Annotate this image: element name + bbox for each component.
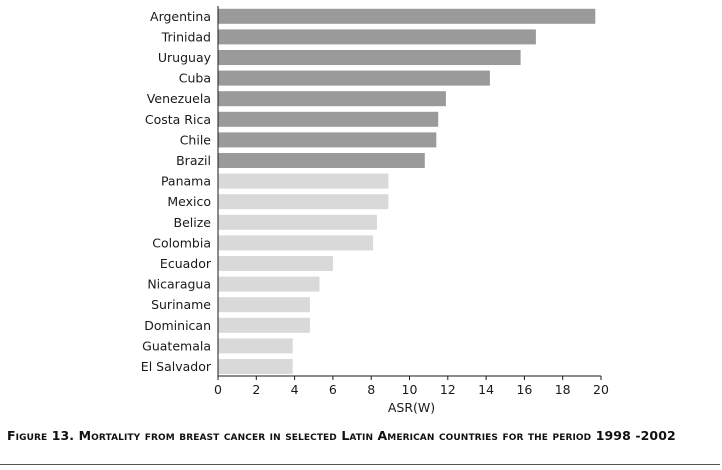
category-label-costa-rica: Costa Rica — [145, 112, 211, 127]
x-tick-label-14: 14 — [478, 382, 494, 397]
bar-mexico — [218, 194, 389, 210]
bar-suriname — [218, 297, 310, 313]
category-label-argentina: Argentina — [150, 9, 211, 24]
x-tick-label-20: 20 — [593, 382, 609, 397]
category-label-belize: Belize — [174, 215, 212, 230]
category-label-venezuela: Venezuela — [147, 91, 211, 106]
x-tick-label-2: 2 — [252, 382, 260, 397]
bar-colombia — [218, 235, 374, 251]
bar-argentina — [218, 8, 596, 24]
bar-guatemala — [218, 338, 293, 354]
x-tick-label-18: 18 — [555, 382, 571, 397]
x-tick-label-0: 0 — [214, 382, 222, 397]
figure-caption: Figure 13. Mortality from breast cancer … — [7, 428, 676, 443]
category-label-ecuador: Ecuador — [160, 256, 212, 271]
category-label-el-salvador: El Salvador — [141, 359, 212, 374]
bar-trinidad — [218, 29, 536, 45]
category-label-colombia: Colombia — [152, 235, 211, 250]
bar-chart: Argentina Trinidad Uruguay Cuba Venezuela Cos… — [141, 6, 609, 415]
x-tick-label-16: 16 — [516, 382, 532, 397]
x-tick-label-8: 8 — [367, 382, 375, 397]
category-label-trinidad: Trinidad — [161, 29, 211, 44]
category-label-panama: Panama — [161, 174, 211, 189]
category-label-cuba: Cuba — [179, 71, 211, 86]
x-tick-label-6: 6 — [329, 382, 337, 397]
category-label-mexico: Mexico — [167, 194, 211, 209]
category-label-guatemala: Guatemala — [142, 338, 211, 353]
x-axis: 0 2 4 6 8 10 12 14 16 18 20 — [214, 6, 609, 397]
bar-nicaragua — [218, 276, 320, 292]
bar-venezuela — [218, 91, 446, 107]
bar-belize — [218, 214, 377, 230]
bar-cuba — [218, 70, 490, 86]
x-axis-title: ASR(W) — [388, 400, 435, 415]
bar-el-salvador — [218, 359, 293, 374]
x-tick-label-12: 12 — [440, 382, 456, 397]
bar-ecuador — [218, 256, 333, 271]
caption-divider — [0, 464, 720, 465]
bar-costa-rica — [218, 111, 439, 127]
bar-uruguay — [218, 50, 521, 65]
x-tick-label-4: 4 — [291, 382, 299, 397]
bar-panama — [218, 173, 389, 189]
category-label-dominican: Dominican — [144, 318, 211, 333]
x-tick-label-10: 10 — [402, 382, 418, 397]
bar-brazil — [218, 153, 425, 168]
category-label-chile: Chile — [180, 132, 212, 147]
bar-dominican — [218, 317, 310, 333]
bars-group — [218, 8, 596, 374]
category-labels: Argentina Trinidad Uruguay Cuba Venezuela Cos… — [141, 9, 212, 374]
category-label-suriname: Suriname — [151, 297, 211, 312]
category-label-nicaragua: Nicaragua — [147, 277, 211, 292]
category-label-brazil: Brazil — [176, 153, 211, 168]
bar-chile — [218, 132, 437, 148]
category-label-uruguay: Uruguay — [158, 50, 212, 65]
